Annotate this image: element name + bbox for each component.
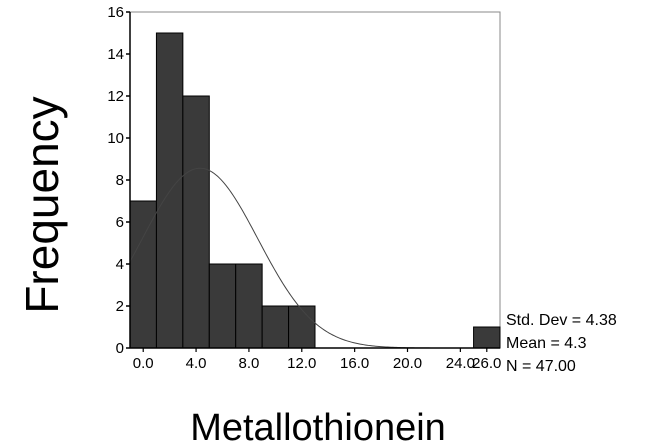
histogram-bar-6 xyxy=(288,305,316,349)
y-tick-label-8: 16 xyxy=(107,4,124,21)
histogram-bar-5 xyxy=(261,305,290,349)
histogram-bar-3 xyxy=(208,263,237,349)
y-tick-label-7: 14 xyxy=(107,46,124,63)
x-tick-label-6: 24.0 xyxy=(446,355,475,372)
y-tick-label-5: 10 xyxy=(107,130,124,147)
y-ticks-group: 0 2 4 6 8 10 12 14 16 xyxy=(107,4,130,357)
x-tick-label-3: 12.0 xyxy=(287,355,316,372)
histogram-bar-0 xyxy=(129,200,157,349)
y-tick-label-6: 12 xyxy=(107,88,124,105)
x-tick-label-1: 4.0 xyxy=(186,355,207,372)
histogram-bar-7 xyxy=(473,326,501,349)
std-dev-label: Std. Dev = 4.38 xyxy=(506,312,617,329)
y-tick-label-3: 6 xyxy=(116,214,124,231)
x-tick-label-4: 16.0 xyxy=(340,355,369,372)
bars-group xyxy=(129,32,501,349)
x-tick-label-2: 8.0 xyxy=(238,355,259,372)
x-tick-label-0: 0.0 xyxy=(133,355,154,372)
y-tick-label-1: 2 xyxy=(116,298,124,315)
n-label: N = 47.00 xyxy=(506,358,576,375)
x-ticks-group: 0.0 4.0 8.0 12.0 16.0 20.0 24.026.0 xyxy=(133,348,501,372)
y-tick-label-4: 8 xyxy=(116,172,124,189)
y-tick-label-0: 0 xyxy=(116,340,124,357)
histogram-bar-1 xyxy=(155,32,184,349)
x-axis-title: Metallothionein xyxy=(190,407,446,448)
mean-label: Mean = 4.3 xyxy=(506,335,587,352)
x-tick-label-7: 26.0 xyxy=(472,355,501,372)
x-tick-label-5: 20.0 xyxy=(393,355,422,372)
y-axis-title: Frequency xyxy=(16,96,68,313)
y-tick-label-2: 4 xyxy=(116,256,124,273)
histogram-bar-4 xyxy=(235,263,263,349)
histogram-bar-2 xyxy=(182,95,210,349)
